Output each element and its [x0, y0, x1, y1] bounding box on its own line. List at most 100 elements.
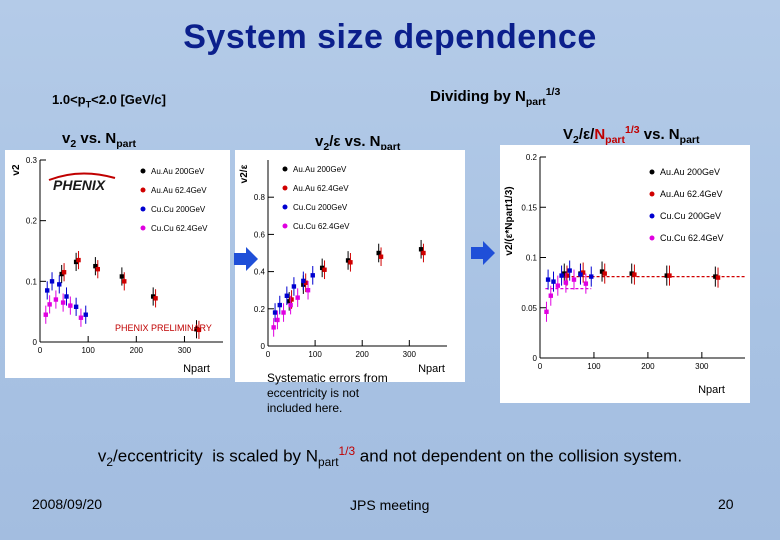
- data-point: [580, 270, 586, 275]
- data-point: [49, 279, 55, 284]
- y-tick-label: 0.3: [26, 156, 38, 165]
- slide-title: System size dependence: [183, 18, 597, 56]
- data-point: [95, 267, 100, 272]
- legend-marker: [649, 213, 655, 219]
- x-tick-label: 300: [695, 362, 709, 371]
- systematic-note: Systematic errors from eccentricity is n…: [267, 371, 388, 415]
- data-point: [288, 302, 293, 308]
- legend-marker: [649, 169, 655, 175]
- legend-label: Cu.Cu 200GeV: [151, 205, 206, 214]
- data-point: [93, 263, 98, 269]
- legend-label: Au.Au 62.4GeV: [293, 184, 349, 193]
- legend-label: Au.Au 62.4GeV: [660, 189, 723, 199]
- data-point: [583, 281, 589, 286]
- data-point: [310, 273, 315, 278]
- data-point: [76, 257, 81, 263]
- legend-marker: [282, 185, 288, 191]
- legend-marker: [140, 225, 146, 231]
- footer-meeting: JPS meeting: [350, 497, 430, 513]
- y-tick-label: 0.1: [526, 254, 538, 263]
- legend-label: Cu.Cu 200GeV: [293, 203, 348, 212]
- y-axis-label: v2/(ε*Npart1/3): [504, 186, 515, 255]
- data-point: [150, 294, 156, 299]
- data-point: [289, 297, 294, 302]
- data-point: [599, 269, 605, 274]
- y-tick-label: 0.15: [521, 203, 537, 212]
- y-tick-label: 0: [33, 338, 38, 347]
- legend-marker: [282, 166, 288, 172]
- data-point: [57, 282, 62, 287]
- data-point: [567, 268, 572, 273]
- data-point: [271, 325, 276, 330]
- chart-svg: 0 0.1 0.2 0.3 0 100 200 300 Npart v2 Au.Au 200GeV A…: [11, 156, 223, 375]
- data-point: [284, 293, 290, 298]
- footer-page-number: 20: [718, 496, 734, 512]
- data-point: [295, 295, 300, 300]
- bottom-statement: v2/eccentricity is scaled by Npart1/3 an…: [97, 444, 683, 470]
- y-tick-label: 0.05: [521, 304, 537, 313]
- data-point: [551, 279, 556, 284]
- x-tick-label: 100: [81, 346, 95, 355]
- data-point: [632, 272, 637, 277]
- data-point: [322, 267, 327, 272]
- x-tick-label: 300: [178, 346, 192, 355]
- preliminary-annotation: PHENIX PRELIMINARY: [115, 323, 212, 333]
- data-point: [559, 273, 564, 278]
- x-tick-label: 0: [266, 350, 271, 359]
- x-tick-label: 200: [641, 362, 655, 371]
- data-point: [345, 258, 351, 263]
- data-point: [319, 265, 325, 271]
- x-axis-label: Npart: [183, 363, 210, 375]
- data-point: [664, 273, 669, 278]
- legend-label: Cu.Cu 62.4GeV: [660, 233, 724, 243]
- legend-marker: [140, 206, 146, 212]
- data-point: [194, 327, 199, 332]
- legend-marker: [282, 204, 288, 210]
- y-tick-label: 0.6: [254, 230, 266, 239]
- data-point: [563, 280, 569, 285]
- data-point: [83, 312, 88, 317]
- data-point: [281, 310, 286, 315]
- data-point: [153, 296, 158, 301]
- legend-label: Au.Au 62.4GeV: [151, 186, 207, 195]
- data-point: [122, 279, 127, 284]
- legend-label: Cu.Cu 200GeV: [660, 211, 721, 221]
- data-point: [602, 271, 607, 276]
- data-point: [61, 270, 67, 275]
- data-point: [291, 284, 297, 289]
- data-point: [667, 273, 672, 278]
- x-axis-label: Npart: [698, 384, 725, 396]
- y-tick-label: 0.2: [26, 217, 38, 226]
- data-point: [589, 274, 594, 279]
- data-point: [305, 288, 311, 293]
- panel1-heading: v2 vs. Npart: [62, 130, 137, 150]
- data-point: [376, 250, 381, 256]
- data-point: [47, 302, 52, 307]
- data-point: [562, 271, 567, 276]
- x-tick-label: 100: [587, 362, 601, 371]
- data-point: [73, 304, 79, 310]
- chart-panel-v2-ecc: 0 0.2 0.4 0.6 0.8 0 100 200 300 Npart v2/ε Au.Au 20…: [235, 150, 465, 382]
- legend-label: Cu.Cu 62.4GeV: [151, 224, 208, 233]
- legend-marker: [282, 223, 288, 229]
- x-tick-label: 100: [308, 350, 322, 359]
- y-tick-label: 0.8: [254, 193, 266, 202]
- x-tick-label: 0: [538, 362, 543, 371]
- data-point: [418, 247, 424, 252]
- x-tick-label: 200: [356, 350, 370, 359]
- data-point: [545, 277, 551, 282]
- chart-panel-v2: 0 0.1 0.2 0.3 0 100 200 300 Npart v2 Au.Au 200GeV A…: [5, 150, 230, 378]
- data-point: [73, 259, 79, 265]
- phenix-logo: PHENIX: [53, 177, 107, 193]
- data-point: [564, 273, 570, 278]
- y-tick-label: 0: [261, 342, 266, 351]
- data-point: [68, 303, 73, 308]
- data-point: [571, 277, 577, 282]
- data-point: [629, 271, 634, 276]
- pt-range-label: 1.0<pT<2.0 [GeV/c]: [52, 92, 166, 110]
- data-point: [64, 294, 69, 299]
- data-point: [43, 312, 48, 317]
- data-point: [272, 310, 278, 315]
